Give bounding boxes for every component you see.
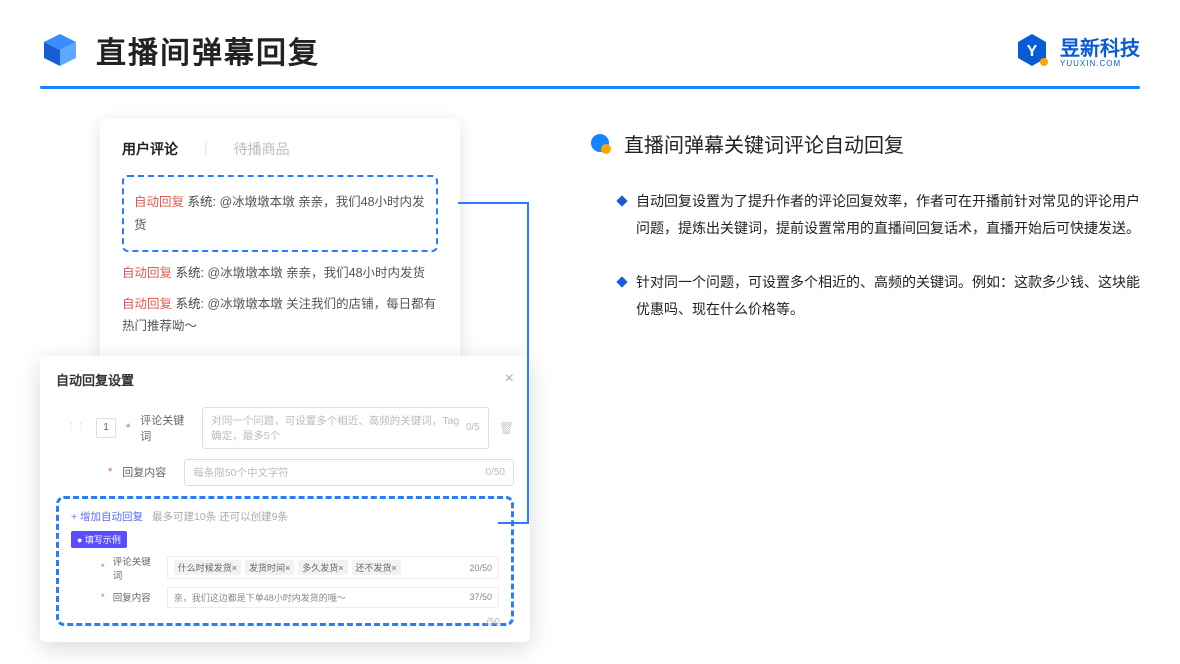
para-text: 针对同一个问题，可设置多个相近的、高频的关键词。例如：这款多少钱、这块能优惠吗、… — [636, 269, 1140, 322]
required-star: * — [108, 466, 112, 478]
tab-separator: | — [204, 139, 208, 159]
tag-chip[interactable]: 还不发货× — [352, 560, 401, 575]
sys-prefix: 系统: — [188, 195, 216, 209]
paragraph: 针对同一个问题，可设置多个相近的、高频的关键词。例如：这款多少钱、这块能优惠吗、… — [590, 269, 1140, 322]
example-badge: ● 填写示例 — [71, 531, 127, 548]
auto-reply-tag: 自动回复 — [122, 266, 172, 280]
paragraph: 自动回复设置为了提升作者的评论回复效率，作者可在开播前针对常见的评论用户问题，提… — [590, 188, 1140, 241]
tab-comments[interactable]: 用户评论 — [122, 139, 178, 159]
required-star: * — [126, 422, 130, 434]
right-panel: 直播间弹幕关键词评论自动回复 自动回复设置为了提升作者的评论回复效率，作者可在开… — [590, 119, 1140, 642]
ex-keyword-input[interactable]: 什么时候发货× 发货时间× 多久发货× 还不发货× 20/50 — [167, 556, 499, 579]
required-star: * — [101, 592, 105, 603]
comments-card: 用户评论 | 待播商品 自动回复 系统: @冰墩墩本墩 亲亲，我们48小时内发货… — [100, 119, 460, 366]
section-title: 直播间弹幕关键词评论自动回复 — [624, 129, 904, 158]
example-box: + 增加自动回复 最多可建10条 还可以创建9条 ● 填写示例 * 评论关键词 … — [56, 496, 514, 626]
add-auto-reply-link[interactable]: + 增加自动回复 — [71, 511, 143, 523]
ex-reply-text: 亲，我们这边都是下单48小时内发货的哦～ — [174, 591, 346, 604]
brand-logo-icon: Y — [1014, 32, 1050, 68]
ex-reply-counter: 37/50 — [469, 592, 492, 602]
close-icon[interactable]: × — [505, 370, 514, 388]
comment-line: 自动回复 系统: @冰墩墩本墩 亲亲，我们48小时内发货 — [134, 187, 426, 240]
section-bullet-icon — [590, 133, 612, 155]
svg-text:Y: Y — [1027, 43, 1038, 60]
left-panel: 用户评论 | 待播商品 自动回复 系统: @冰墩墩本墩 亲亲，我们48小时内发货… — [40, 119, 550, 642]
brand: Y 昱新科技 YUUXIN.COM — [1014, 32, 1140, 68]
reply-input[interactable]: 每条限50个中文字符 0/50 — [184, 459, 514, 486]
settings-title: 自动回复设置 — [56, 370, 134, 389]
keyword-input[interactable]: 对同一个问题，可设置多个相近、高频的关键词，Tag确定，最多5个 0/5 — [202, 407, 488, 449]
comment-line: 自动回复 系统: @冰墩墩本墩 关注我们的店铺，每日都有热门推荐呦～ — [122, 289, 438, 342]
sys-prefix: 系统: — [176, 297, 204, 311]
header: 直播间弹幕回复 Y 昱新科技 YUUXIN.COM — [0, 0, 1180, 72]
ex-reply-input[interactable]: 亲，我们这边都是下单48小时内发货的哦～ 37/50 — [167, 587, 499, 608]
comment-text: @冰墩墩本墩 亲亲，我们48小时内发货 — [207, 266, 425, 280]
tag-chip[interactable]: 发货时间× — [245, 560, 294, 575]
ex-reply-label: 回复内容 — [113, 590, 159, 604]
para-text: 自动回复设置为了提升作者的评论回复效率，作者可在开播前针对常见的评论用户问题，提… — [636, 188, 1140, 241]
stray-counter: /50 — [486, 617, 500, 628]
settings-card: 自动回复设置 × ⋮⋮ 1 * 评论关键词 对同一个问题，可设置多个相近、高频的… — [40, 356, 530, 642]
highlighted-comment: 自动回复 系统: @冰墩墩本墩 亲亲，我们48小时内发货 — [122, 175, 438, 252]
required-star: * — [101, 562, 105, 573]
reply-counter: 0/50 — [486, 467, 505, 478]
delete-icon[interactable]: 🗑 — [499, 421, 514, 435]
add-hint: 最多可建10条 还可以创建9条 — [152, 511, 288, 523]
auto-reply-tag: 自动回复 — [134, 195, 184, 209]
placeholder-text: 对同一个问题，可设置多个相近、高频的关键词，Tag确定，最多5个 — [211, 413, 466, 443]
sys-prefix: 系统: — [176, 266, 204, 280]
auto-reply-tag: 自动回复 — [122, 297, 172, 311]
brand-name: 昱新科技 — [1060, 32, 1140, 61]
diamond-bullet-icon — [616, 195, 627, 206]
keyword-counter: 0/5 — [466, 422, 480, 433]
ex-keyword-label: 评论关键词 — [113, 554, 159, 582]
tag-chip[interactable]: 什么时候发货× — [174, 560, 241, 575]
row-number: 1 — [96, 418, 116, 438]
tab-products[interactable]: 待播商品 — [234, 139, 290, 159]
drag-handle-icon[interactable]: ⋮⋮ — [66, 422, 86, 433]
reply-label: 回复内容 — [122, 464, 174, 480]
tag-chip[interactable]: 多久发货× — [298, 560, 347, 575]
comment-line: 自动回复 系统: @冰墩墩本墩 亲亲，我们48小时内发货 — [122, 258, 438, 289]
page-title: 直播间弹幕回复 — [96, 28, 320, 72]
ex-kw-counter: 20/50 — [469, 563, 492, 573]
diamond-bullet-icon — [616, 277, 627, 288]
cube-icon — [40, 30, 80, 70]
placeholder-text: 每条限50个中文字符 — [193, 465, 289, 480]
keyword-label: 评论关键词 — [140, 412, 192, 444]
